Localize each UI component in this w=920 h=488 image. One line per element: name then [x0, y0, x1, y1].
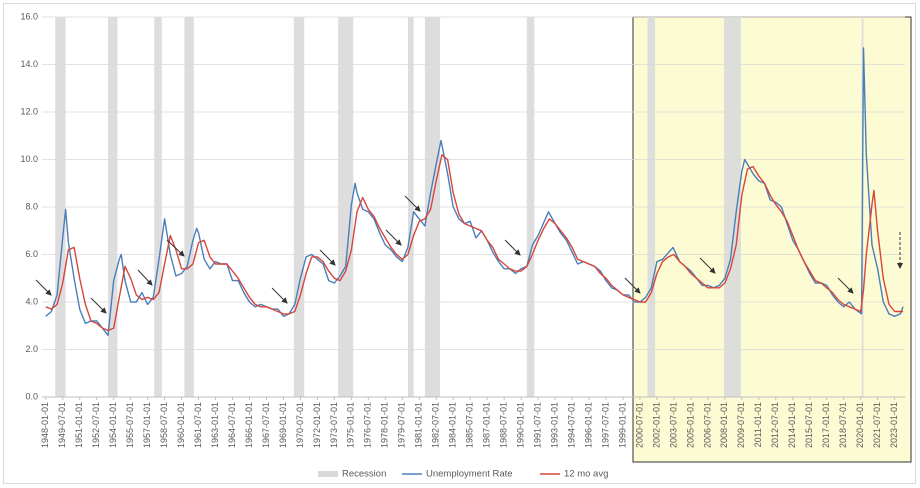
recession-band: [424, 17, 441, 397]
x-tick-label: 1958-07-01: [159, 402, 169, 448]
axes: 0.0 2.0 4.0 6.0 8.0 10.0 12.0 14.0 16.0 1948-01-0…: [20, 11, 905, 448]
recession-band: [723, 17, 741, 397]
x-tick-label: 1993-01-01: [549, 402, 559, 448]
recession-band: [55, 17, 66, 397]
legend-swatch: [318, 471, 338, 477]
x-tick-label: 1984-01-01: [448, 402, 458, 448]
x-tick-label: 1970-07-01: [295, 402, 305, 448]
x-tick-label: 1972-01-01: [312, 402, 322, 448]
x-tick-label: 1999-01-01: [617, 402, 627, 448]
x-tick-label: 1969-01-01: [278, 402, 288, 448]
x-tick-label: 1997-07-01: [600, 402, 610, 448]
y-tick-label: 6.0: [25, 249, 38, 259]
recession-band: [526, 17, 535, 397]
x-tick-label: 2015-07-01: [804, 402, 814, 448]
x-tick-label: 1960-01-01: [176, 402, 186, 448]
x-tick-label: 1982-07-01: [431, 402, 441, 448]
x-tick-label: 2023-01-01: [889, 402, 899, 448]
annotation-arrows: [35, 195, 903, 314]
y-tick-label: 14.0: [20, 59, 38, 69]
recession-band: [184, 17, 194, 397]
x-tick-label: 2014-01-01: [787, 402, 797, 448]
y-tick-label: 10.0: [20, 154, 38, 164]
x-tick-label: 2000-07-01: [634, 402, 644, 448]
x-tick-label: 1973-07-01: [329, 402, 339, 448]
recession-band: [108, 17, 118, 397]
x-tick-label: 1961-07-01: [193, 402, 203, 448]
x-tick-label: 1949-07-01: [57, 402, 67, 448]
x-tick-label: 1979-07-01: [397, 402, 407, 448]
x-tick-label: 2009-07-01: [736, 402, 746, 448]
x-tick-label: 2021-07-01: [872, 402, 882, 448]
lines: [45, 47, 904, 336]
legend-label: Recession: [342, 469, 386, 480]
x-tick-label: 2005-01-01: [685, 402, 695, 448]
x-tick-label: 2003-07-01: [668, 402, 678, 448]
y-tick-label: 12.0: [20, 106, 38, 116]
recession-band: [293, 17, 305, 397]
x-tick-label: 1990-01-01: [516, 402, 526, 448]
recession-band: [407, 17, 414, 397]
x-tick-label: 2020-01-01: [855, 402, 865, 448]
x-tick-label: 1966-01-01: [244, 402, 254, 448]
x-tick-label: 1991-07-01: [532, 402, 542, 448]
x-tick-label: 2002-01-01: [651, 402, 661, 448]
y-tick-label: 8.0: [25, 201, 38, 211]
recession-band: [338, 17, 354, 397]
x-tick-label: 1964-07-01: [227, 402, 237, 448]
x-tick-label: 2006-07-01: [702, 402, 712, 448]
x-tick-label: 1951-01-01: [74, 402, 84, 448]
x-tick-label: 1955-07-01: [125, 402, 135, 448]
highlight-box: [632, 16, 912, 463]
x-tick-label: 2011-01-01: [753, 402, 763, 447]
x-tick-label: 2008-01-01: [719, 402, 729, 448]
y-tick-label: 16.0: [20, 11, 38, 21]
y-tick-label: 2.0: [25, 344, 38, 354]
x-tick-label: 1976-07-01: [363, 402, 373, 448]
legend-label: Unemployment Rate: [426, 469, 513, 480]
x-tick-label: 1994-07-01: [566, 402, 576, 448]
x-tick-label: 1988-07-01: [499, 402, 509, 448]
legend-label: 12 mo avg: [564, 469, 608, 480]
x-tick-label: 1967-07-01: [261, 402, 271, 448]
x-tick-label: 1996-01-01: [583, 402, 593, 448]
x-tick-label: 1963-01-01: [210, 402, 220, 448]
x-tick-label: 1987-01-01: [482, 402, 492, 448]
recessions: [55, 17, 864, 397]
series-line: [45, 154, 904, 332]
x-tick-label: 1978-01-01: [380, 402, 390, 448]
recession-band: [154, 17, 162, 397]
x-tick-label: 1954-01-01: [108, 402, 118, 448]
x-tick-label: 1952-07-01: [91, 402, 101, 448]
legend: Recession Unemployment Rate 12 mo avg: [318, 469, 608, 480]
x-tick-label: 1975-01-01: [346, 402, 356, 448]
y-tick-label: 4.0: [25, 296, 38, 306]
x-tick-label: 2017-01-01: [821, 402, 831, 448]
x-tick-label: 1957-01-01: [142, 402, 152, 448]
x-tick-label: 1985-07-01: [465, 402, 475, 448]
x-tick-label: 2018-07-01: [838, 402, 848, 448]
x-tick-label: 1981-01-01: [414, 402, 424, 448]
recession-band: [647, 17, 656, 397]
x-tick-label: 2012-07-01: [770, 402, 780, 448]
x-tick-label: 1948-01-01: [40, 402, 50, 448]
y-tick-label: 0.0: [25, 391, 38, 401]
